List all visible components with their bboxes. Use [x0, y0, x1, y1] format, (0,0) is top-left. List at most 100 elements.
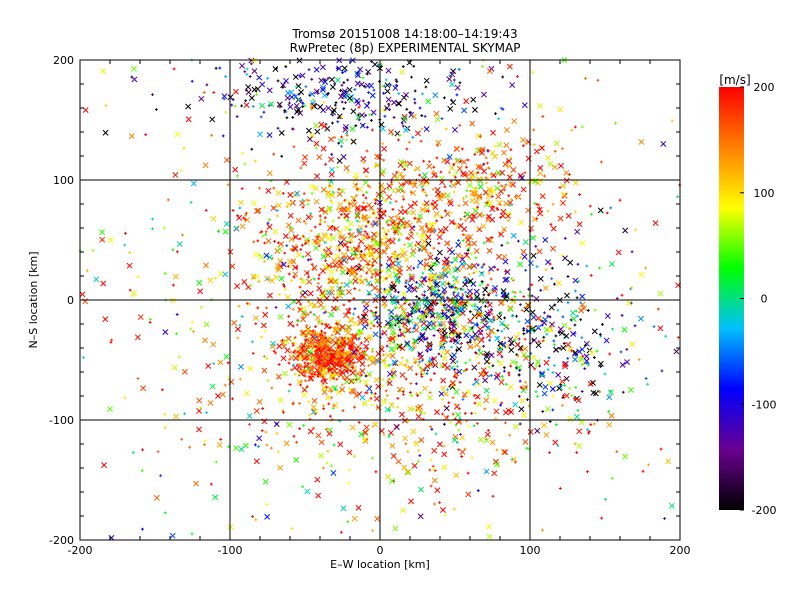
plus-marker	[490, 236, 494, 239]
plus-marker	[483, 407, 487, 411]
plus-marker	[331, 121, 334, 125]
x-marker	[464, 211, 471, 218]
plus-marker	[457, 448, 461, 452]
plus-marker	[345, 366, 348, 370]
plus-marker	[323, 220, 327, 224]
plus-marker	[561, 315, 565, 319]
x-marker	[385, 266, 392, 273]
plus-marker	[322, 100, 326, 104]
x-marker	[361, 253, 368, 260]
plus-marker	[445, 415, 449, 419]
plus-marker	[459, 159, 463, 163]
x-marker	[364, 82, 371, 89]
x-marker	[358, 431, 365, 438]
x-marker	[418, 336, 425, 343]
plus-marker	[218, 66, 222, 70]
x-marker	[268, 101, 275, 108]
x-marker	[82, 298, 89, 305]
x-marker	[537, 170, 544, 177]
plus-marker	[508, 433, 512, 437]
plus-marker	[305, 385, 309, 389]
x-marker	[339, 324, 346, 331]
x-marker	[434, 281, 441, 288]
plus-marker	[383, 114, 387, 118]
x-marker	[414, 165, 421, 172]
plus-marker	[324, 310, 328, 314]
plus-marker	[587, 431, 590, 435]
plus-marker	[290, 279, 294, 283]
plus-marker	[475, 422, 479, 425]
plus-marker	[291, 401, 295, 405]
plus-marker	[517, 331, 521, 335]
plus-marker	[300, 243, 304, 247]
plus-marker	[460, 147, 464, 151]
x-marker	[555, 372, 562, 378]
x-marker	[346, 95, 353, 101]
plus-marker	[328, 326, 332, 329]
x-marker	[318, 439, 325, 446]
x-marker	[473, 378, 480, 385]
plus-marker	[437, 241, 441, 245]
x-marker	[542, 383, 549, 390]
x-marker	[394, 176, 400, 183]
plus-marker	[517, 373, 521, 377]
x-marker	[368, 244, 374, 251]
x-marker	[626, 300, 633, 306]
x-marker	[384, 105, 390, 112]
x-marker	[480, 91, 487, 98]
x-marker	[497, 340, 504, 347]
x-marker	[343, 225, 350, 232]
plus-marker	[189, 327, 193, 331]
x-marker	[638, 271, 645, 278]
plus-marker	[493, 332, 497, 336]
x-marker	[520, 186, 527, 193]
plus-marker	[260, 429, 264, 433]
x-marker	[362, 310, 369, 317]
x-marker	[243, 102, 250, 109]
plus-marker	[425, 315, 428, 319]
plus-marker	[243, 70, 247, 74]
plus-marker	[432, 319, 436, 322]
plus-marker	[454, 306, 458, 309]
plus-marker	[433, 222, 437, 225]
x-marker	[374, 277, 381, 284]
plus-marker	[381, 269, 384, 273]
x-marker	[318, 206, 325, 213]
plus-marker	[404, 442, 408, 446]
x-marker	[583, 353, 590, 360]
plus-marker	[543, 174, 546, 178]
plus-marker	[404, 472, 408, 476]
plus-marker	[507, 371, 511, 375]
x-marker	[203, 321, 210, 328]
plus-marker	[365, 149, 369, 153]
chart-title: Tromsø 20151008 14:18:00–14:19:43	[291, 27, 517, 41]
plus-marker	[387, 229, 390, 233]
x-marker	[360, 205, 367, 212]
plus-marker	[274, 305, 278, 309]
x-marker	[328, 171, 335, 178]
plus-marker	[160, 388, 164, 392]
x-marker	[563, 375, 570, 382]
x-marker	[425, 345, 431, 352]
x-marker	[339, 386, 346, 393]
plus-marker	[420, 293, 424, 297]
x-marker	[537, 210, 544, 217]
x-marker	[415, 300, 422, 307]
x-marker	[489, 439, 496, 446]
plus-marker	[329, 390, 333, 393]
plus-marker	[338, 248, 341, 252]
x-marker	[527, 428, 534, 435]
plus-marker	[334, 388, 337, 392]
plus-marker	[240, 104, 244, 108]
x-marker	[292, 245, 299, 252]
plus-marker	[491, 205, 495, 208]
plus-marker	[516, 354, 520, 358]
plus-marker	[417, 448, 421, 452]
plus-marker	[533, 367, 537, 371]
x-marker	[418, 180, 425, 187]
plus-marker	[473, 302, 477, 306]
plus-marker	[465, 195, 468, 198]
plus-marker	[409, 111, 413, 115]
x-marker	[355, 264, 362, 271]
plus-marker	[569, 318, 573, 322]
